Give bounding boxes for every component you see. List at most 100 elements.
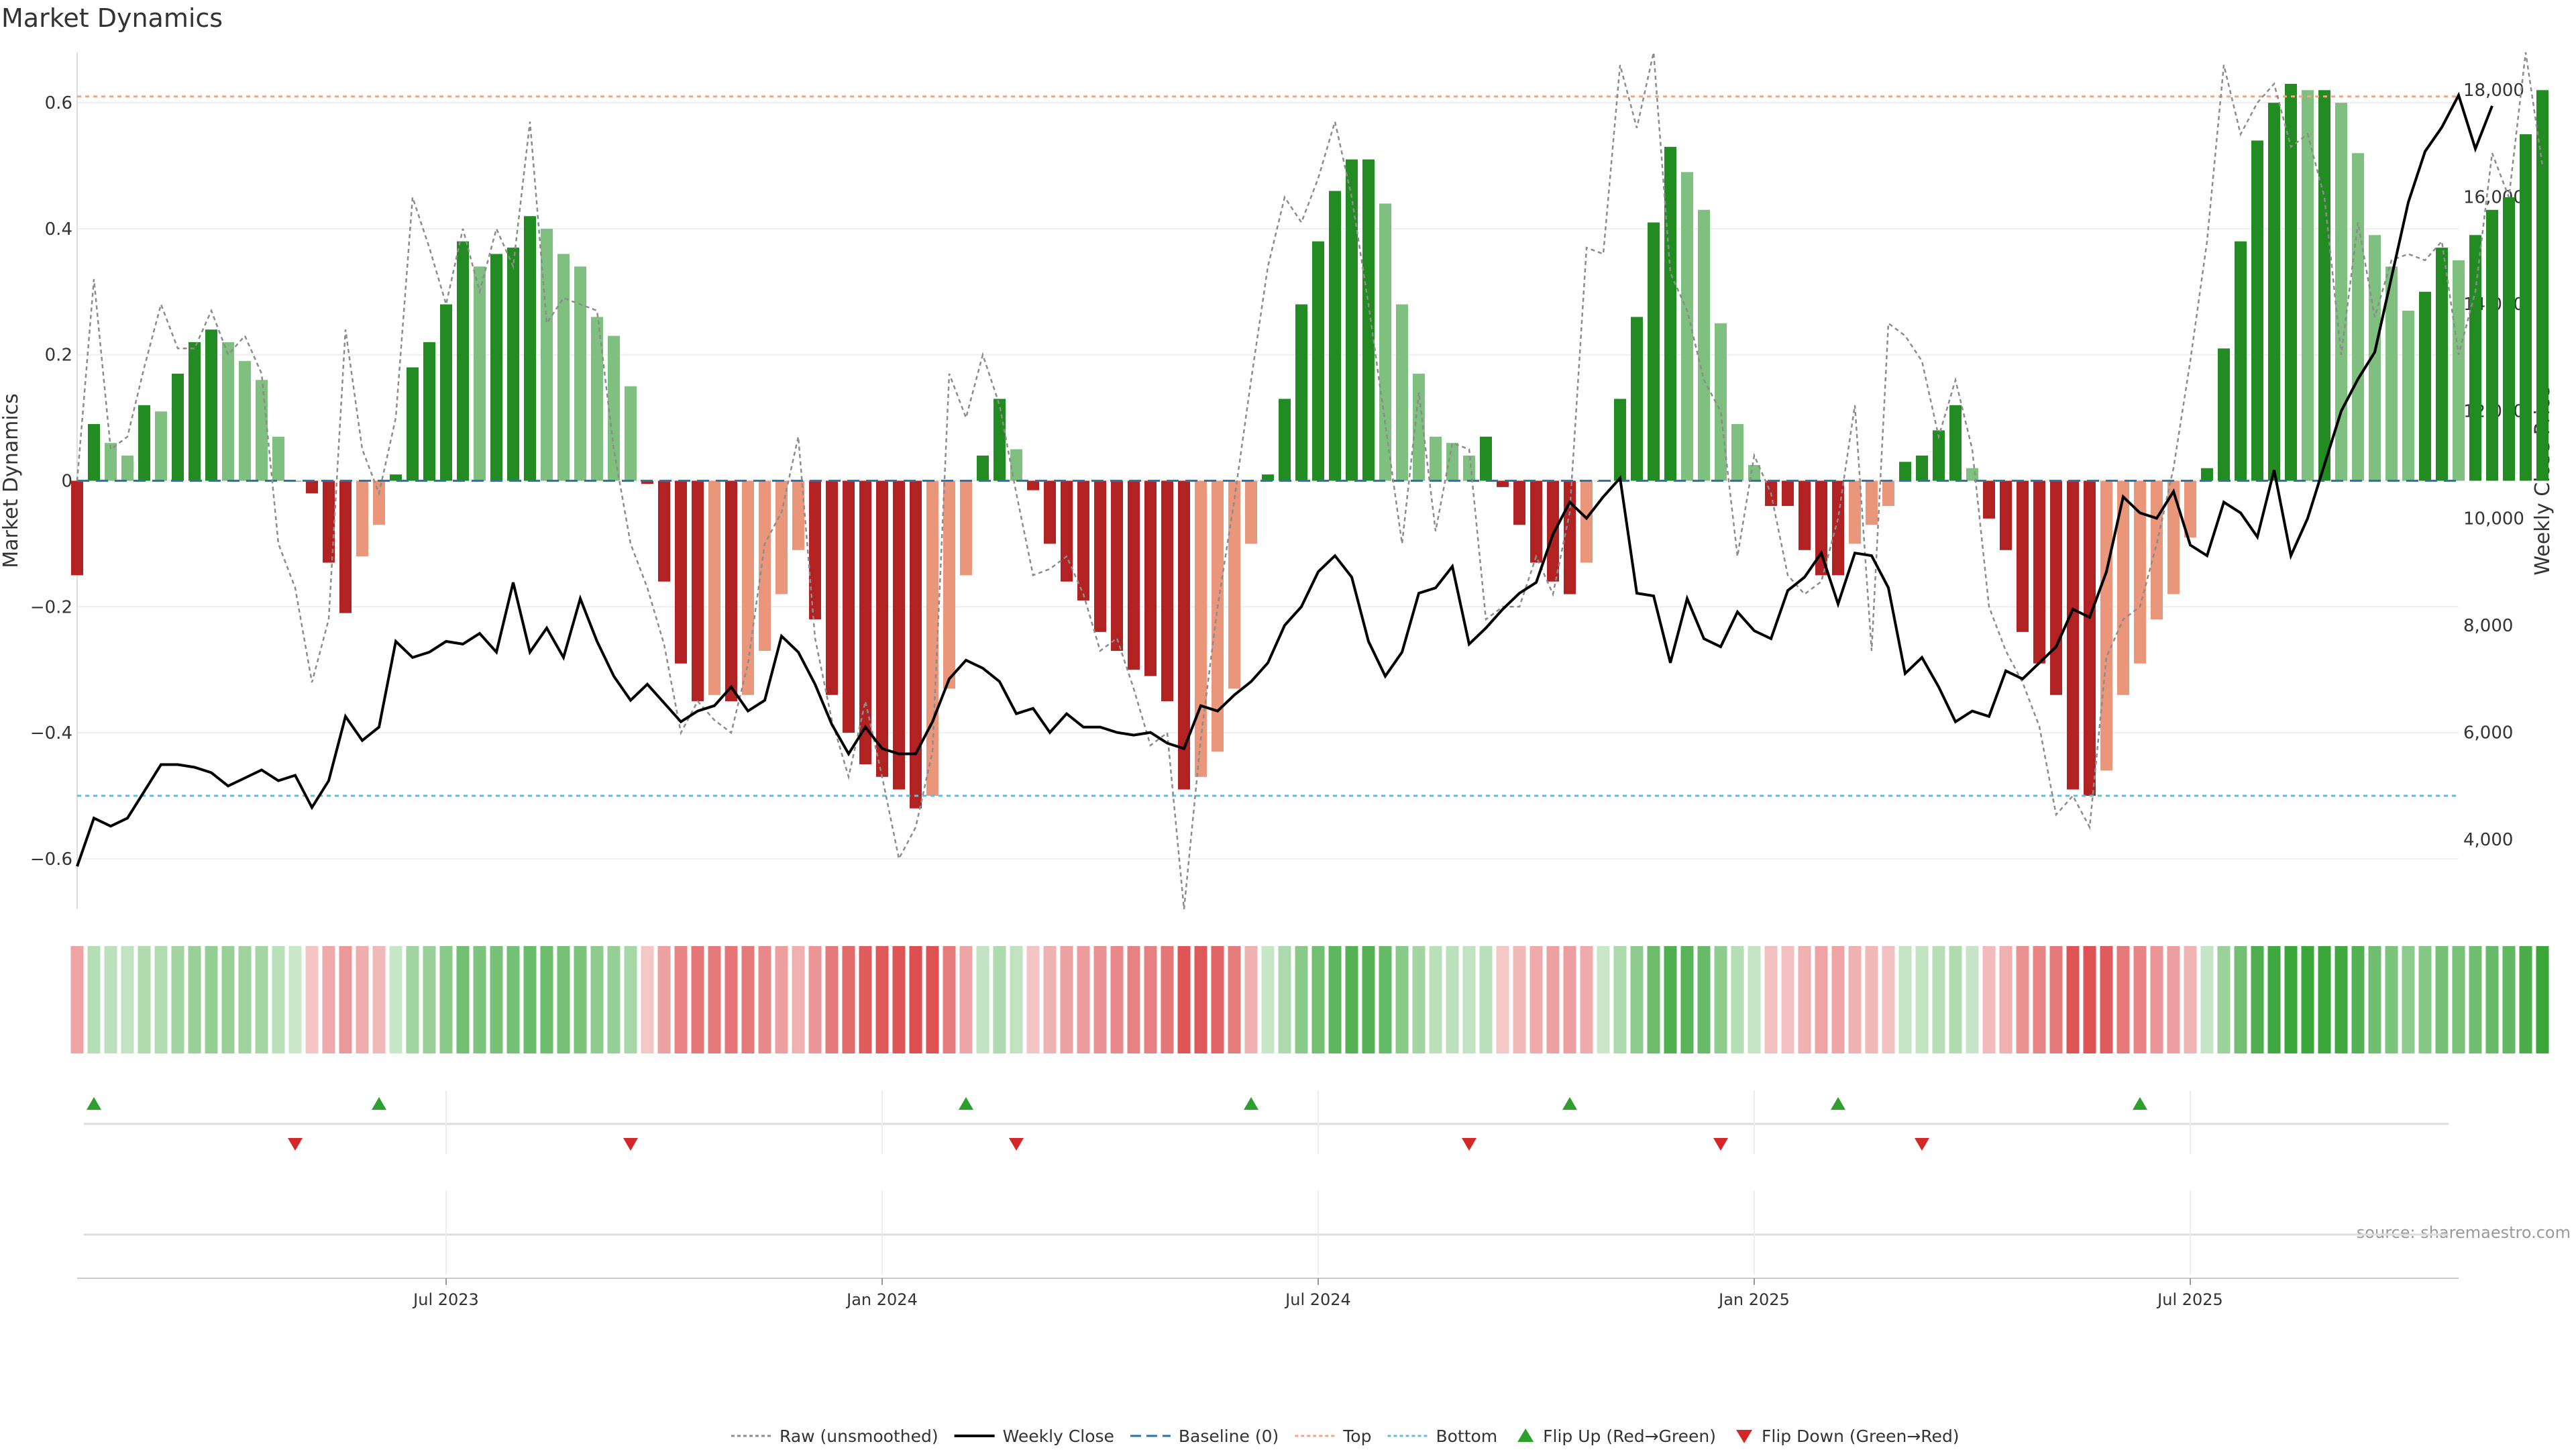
dynamics-bar: [2084, 480, 2096, 796]
dynamics-bar: [1245, 480, 1257, 544]
dynamics-bar: [356, 480, 368, 557]
heatmap-cell: [406, 946, 419, 1053]
heatmap-cell: [423, 946, 436, 1053]
heatmap-cell: [976, 946, 989, 1053]
dynamics-bar: [1480, 436, 1492, 481]
legend-label: Weekly Close: [1003, 1427, 1114, 1446]
dynamics-bar: [1228, 480, 1240, 689]
heatmap-cell: [1110, 946, 1124, 1053]
heatmap-cell: [87, 946, 101, 1053]
heatmap-cell: [1949, 946, 1962, 1053]
dynamics-bar: [507, 248, 519, 481]
heatmap-cell: [456, 946, 470, 1053]
y-tick-label: −0.2: [30, 597, 72, 617]
dynamics-bar: [1530, 480, 1542, 563]
legend-item: Raw (unsmoothed): [731, 1427, 938, 1446]
heatmap-cell: [607, 946, 621, 1053]
dynamics-bar: [1564, 480, 1576, 594]
dynamics-bar: [960, 480, 972, 576]
dynamics-bar: [759, 480, 771, 652]
dynamics-bar: [1983, 480, 1995, 519]
heatmap-cell: [356, 946, 369, 1053]
heatmap-cell: [2301, 946, 2314, 1053]
heatmap-cell: [1026, 946, 1040, 1053]
heatmap-cell: [2200, 946, 2214, 1053]
legend-label: Flip Up (Red→Green): [1543, 1427, 1716, 1446]
heatmap-cell: [557, 946, 570, 1053]
dynamics-bar: [423, 342, 435, 481]
heatmap-cell: [389, 946, 402, 1053]
flip-down-marker: [1462, 1138, 1477, 1151]
dynamics-bar: [1815, 480, 1827, 576]
dynamics-bar: [1362, 159, 1375, 481]
heatmap-cell: [2485, 946, 2499, 1053]
dynamics-bar: [893, 480, 905, 790]
dynamics-bar: [2335, 103, 2347, 481]
dynamics-bar: [1614, 399, 1626, 481]
heatmap-cell: [959, 946, 973, 1053]
dynamics-bar: [1748, 465, 1760, 481]
dynamics-bar: [1044, 480, 1056, 544]
dynamics-bar: [2251, 140, 2263, 481]
dynamics-bar: [591, 317, 603, 481]
dynamics-bar: [490, 254, 502, 481]
dynamics-bar: [675, 480, 687, 664]
dynamics-bar: [1027, 480, 1039, 490]
y2-tick-label: 6,000: [2463, 723, 2513, 743]
heatmap-cell: [1010, 946, 1023, 1053]
heatmap-cell: [205, 946, 218, 1053]
heatmap-cell: [1395, 946, 1409, 1053]
legend-label: Top: [1342, 1427, 1371, 1446]
weekly-close-line: [76, 91, 2493, 867]
heatmap-cell: [1194, 946, 1208, 1053]
heatmap-cell: [1412, 946, 1426, 1053]
heatmap-cell: [506, 946, 520, 1053]
dynamics-bar: [172, 373, 184, 481]
y-axis-label: Market Dynamics: [0, 393, 23, 568]
heatmap-cell: [2033, 946, 2046, 1053]
heatmap-cell: [674, 946, 688, 1053]
dynamics-bar: [742, 480, 754, 695]
dynamics-bar: [843, 480, 855, 733]
heatmap-cell: [741, 946, 755, 1053]
heatmap-cell: [1898, 946, 1912, 1053]
dynamics-bar: [2419, 291, 2431, 481]
dynamics-bar: [910, 480, 922, 809]
x-axis: Jul 2023 Jan 2024 Jul 2024 Jan 2025 Jul 2025: [77, 1278, 2459, 1309]
heatmap-cell: [138, 946, 151, 1053]
dynamics-bar: [1128, 480, 1140, 670]
dynamics-bar: [641, 480, 653, 484]
heatmap-cell: [1513, 946, 1526, 1053]
heatmap-cell: [2385, 946, 2398, 1053]
dynamics-bar: [1648, 222, 1660, 481]
heatmap-cell: [1764, 946, 1778, 1053]
heatmap-cell: [322, 946, 335, 1053]
heatmap-cell: [305, 946, 319, 1053]
flip-down-marker: [1009, 1138, 1024, 1151]
dynamics-bar: [138, 405, 150, 481]
heatmap-cell: [708, 946, 721, 1053]
heatmap-cell: [1915, 946, 1929, 1053]
dynamics-bar: [1077, 480, 1089, 601]
heatmap-cell: [490, 946, 503, 1053]
heatmap-cell: [691, 946, 704, 1053]
heatmap-cell: [1177, 946, 1191, 1053]
dynamics-bar: [390, 474, 402, 481]
dynamics-bar: [1731, 423, 1743, 481]
dynamics-bar: [1899, 462, 1911, 481]
dynamics-bar: [306, 480, 318, 494]
heatmap-cell: [943, 946, 956, 1053]
heatmap-cell: [1999, 946, 2012, 1053]
heatmap-cell: [2402, 946, 2415, 1053]
heatmap-strip: [70, 946, 2549, 1053]
dynamics-bar: [1513, 480, 1525, 525]
dynamics-bar: [1346, 159, 1358, 481]
heatmap-cell: [1244, 946, 1258, 1053]
source-label: source: sharemaestro.com: [2357, 1223, 2571, 1242]
heatmap-cell: [104, 946, 117, 1053]
heatmap-cell: [171, 946, 184, 1053]
dynamics-bar: [2201, 468, 2213, 481]
dynamics-bar: [2385, 266, 2398, 481]
heatmap-cell: [2418, 946, 2432, 1053]
heatmap-cell: [842, 946, 855, 1053]
